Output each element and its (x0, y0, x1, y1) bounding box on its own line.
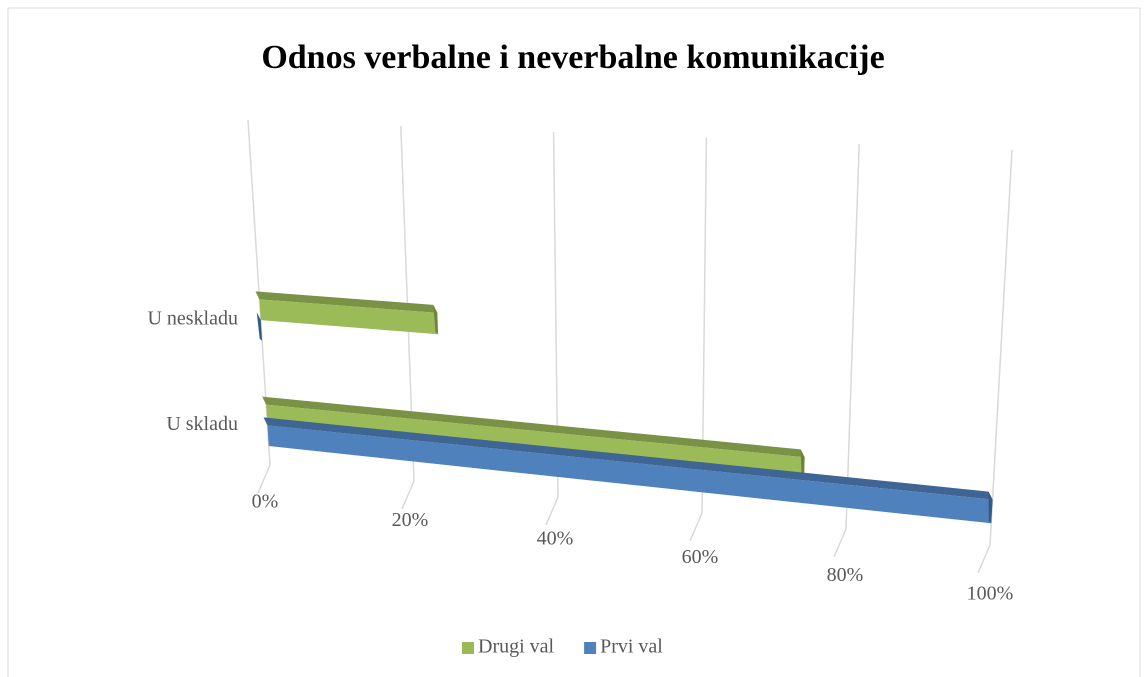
grid-line (989, 149, 1013, 546)
depth-line (257, 464, 271, 494)
grid-line (845, 143, 860, 530)
legend-swatch (584, 642, 597, 654)
bar-side (256, 312, 263, 341)
x-tick-label: 0% (252, 491, 279, 513)
x-tick-label: 80% (827, 564, 864, 586)
bar-front (267, 425, 993, 524)
legend-label: Prvi val (600, 636, 663, 658)
bar-top (263, 417, 993, 500)
legend-swatch (462, 642, 474, 654)
bar (263, 417, 993, 524)
y-tick-label: U neskladu (147, 308, 238, 330)
depth-line (401, 480, 415, 510)
depth-line (977, 544, 991, 574)
x-tick-label: 60% (682, 546, 719, 568)
chart-title: Odnos verbalne i neverbalne komunikacije (261, 39, 884, 76)
bar-side (988, 491, 993, 524)
x-tick-label: 40% (537, 527, 574, 549)
bar-top (255, 291, 438, 313)
chart-border (7, 7, 1141, 677)
y-tick-label: U skladu (166, 413, 238, 435)
legend-label: Drugi val (478, 636, 555, 658)
x-tick-label: 100% (967, 583, 1014, 605)
x-tick-label: 20% (392, 509, 429, 531)
depth-line (689, 512, 703, 542)
bar (256, 312, 263, 341)
bar-front (259, 299, 438, 335)
depth-line (833, 528, 847, 558)
bar-side (433, 304, 438, 335)
bar-top (262, 396, 805, 458)
depth-line (545, 496, 559, 526)
bar (255, 291, 438, 335)
